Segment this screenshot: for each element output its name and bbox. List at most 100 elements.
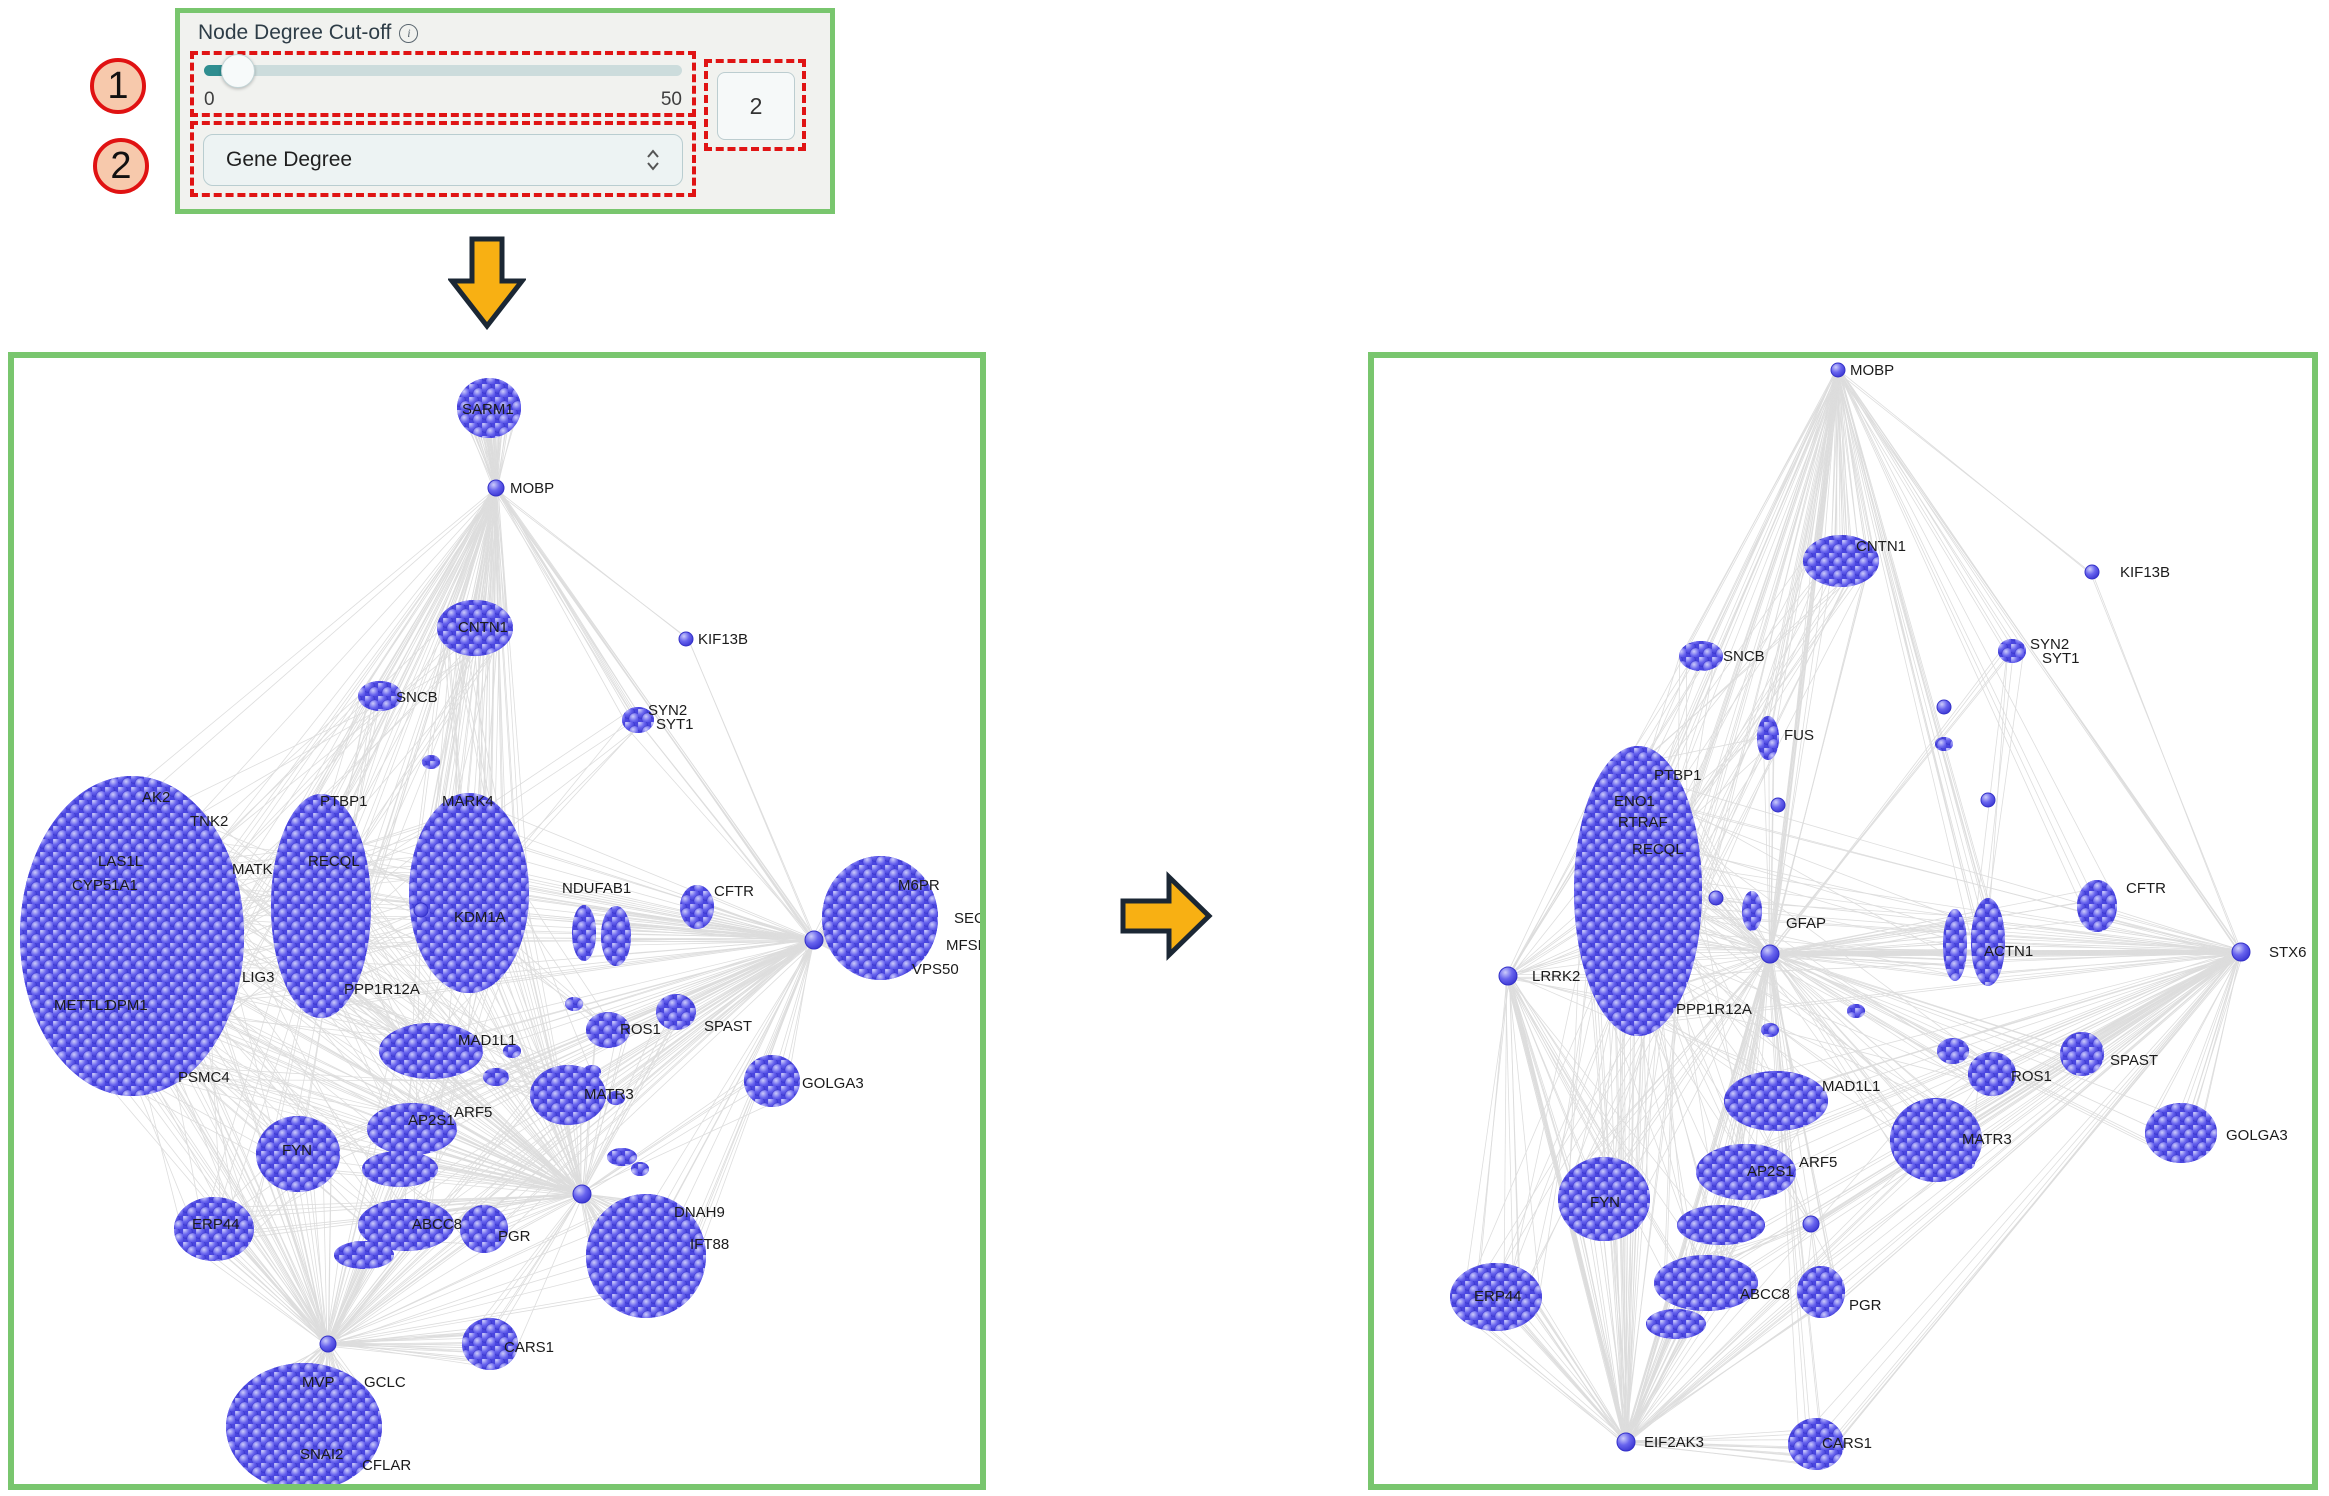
graph-node-cftrR[interactable] xyxy=(2077,880,2117,932)
graph-node-spastR[interactable] xyxy=(2060,1032,2104,1076)
graph-node-d7[interactable] xyxy=(607,1148,637,1166)
graph-node-matr3[interactable] xyxy=(530,1065,606,1125)
graph-node-gfaphub[interactable] xyxy=(1760,944,1780,964)
svg-text:CNTN1: CNTN1 xyxy=(1856,538,1906,555)
graph-node-stx6[interactable] xyxy=(2231,942,2251,962)
graph-node-abcc8R[interactable] xyxy=(1654,1255,1758,1311)
graph-node-d4[interactable] xyxy=(503,1044,521,1058)
svg-text:ABCC8: ABCC8 xyxy=(1740,1286,1790,1303)
graph-node-cars1R[interactable] xyxy=(1788,1418,1844,1470)
graph-node-smallR1[interactable] xyxy=(1937,1038,1969,1064)
svg-text:SARM1: SARM1 xyxy=(462,401,514,418)
graph-node-ndufab1b[interactable] xyxy=(601,906,631,966)
network-panel-before-filter: SARM1 MOBP CNTN1 SNCB SYN2 SYT1 KIF13B AK2 TNK2 L… xyxy=(8,352,986,1490)
graph-node-kif13bR[interactable] xyxy=(2084,564,2100,580)
graph-node-ndufab1a[interactable] xyxy=(572,905,596,961)
svg-text:GFAP: GFAP xyxy=(1786,915,1826,932)
graph-node-hub808[interactable] xyxy=(804,930,824,950)
graph-node-dp7[interactable] xyxy=(1708,890,1724,906)
info-icon[interactable]: i xyxy=(399,23,419,43)
svg-text:PTBP1: PTBP1 xyxy=(1654,767,1702,784)
graph-node-abcc8b[interactable] xyxy=(334,1241,394,1269)
graph-node-d8[interactable] xyxy=(631,1162,649,1176)
graph-node-hubmidR[interactable] xyxy=(1802,1215,1820,1233)
graph-node-sncb[interactable] xyxy=(358,681,402,711)
panel-title-row: Node Degree Cut-off i xyxy=(198,21,419,45)
svg-text:SPAST: SPAST xyxy=(704,1018,752,1035)
graph-node-fusR[interactable] xyxy=(1757,716,1779,760)
graph-node-ptbp1L[interactable] xyxy=(271,794,371,1018)
graph-node-erp44[interactable] xyxy=(174,1197,254,1261)
graph-node-d1[interactable] xyxy=(422,755,440,769)
graph-node-ap2s1L[interactable] xyxy=(367,1103,457,1155)
graph-node-sarm1[interactable] xyxy=(457,378,521,438)
graph-node-lrrk2[interactable] xyxy=(1498,966,1518,986)
graph-node-d6[interactable] xyxy=(607,1091,625,1105)
graph-node-smallR2[interactable] xyxy=(1646,1309,1706,1339)
degree-slider-handle[interactable] xyxy=(221,54,256,88)
graph-node-cntn1R[interactable] xyxy=(1803,535,1879,587)
degree-value-input[interactable]: 2 xyxy=(717,72,795,140)
graph-node-d3[interactable] xyxy=(483,1068,509,1086)
graph-node-hub576[interactable] xyxy=(572,1184,592,1204)
svg-text:CYP51A1: CYP51A1 xyxy=(72,877,138,894)
graph-node-cars1[interactable] xyxy=(462,1318,518,1370)
graph-node-dp6[interactable] xyxy=(1957,1156,1975,1170)
graph-node-erp44R[interactable] xyxy=(1450,1263,1542,1331)
graph-node-d2[interactable] xyxy=(413,902,429,918)
graph-node-sncbR[interactable] xyxy=(1679,641,1723,671)
graph-node-dp5[interactable] xyxy=(1761,1023,1779,1037)
graph-node-ros1[interactable] xyxy=(586,1012,630,1048)
graph-node-midclusterL[interactable] xyxy=(362,1151,438,1187)
graph-node-dp4[interactable] xyxy=(1847,1004,1865,1018)
graph-node-fyn[interactable] xyxy=(256,1116,340,1192)
graph-node-mobpR[interactable] xyxy=(1830,362,1846,378)
graph-node-abcc8[interactable] xyxy=(358,1199,454,1251)
graph-node-ptbp1R[interactable] xyxy=(1574,746,1702,1036)
graph-node-bigleft[interactable] xyxy=(20,776,244,1096)
graph-node-dp1[interactable] xyxy=(1936,699,1952,715)
graph-node-actn1a[interactable] xyxy=(1943,909,1967,981)
graph-node-syn2R[interactable] xyxy=(1998,639,2026,663)
degree-type-select[interactable]: Gene Degree xyxy=(203,134,683,186)
degree-slider-track[interactable] xyxy=(204,54,682,88)
graph-node-spast[interactable] xyxy=(656,994,696,1030)
graph-node-pgrR[interactable] xyxy=(1797,1266,1845,1318)
graph-node-ros1R[interactable] xyxy=(1968,1052,2016,1096)
svg-text:CARS1: CARS1 xyxy=(1822,1435,1872,1452)
step-badge-2: 2 xyxy=(93,138,149,194)
graph-node-golga3R[interactable] xyxy=(2145,1103,2217,1163)
graph-node-cntn1[interactable] xyxy=(437,600,513,656)
graph-node-mvp[interactable] xyxy=(226,1363,382,1484)
graph-node-fynR[interactable] xyxy=(1558,1157,1650,1241)
graph-node-hub322[interactable] xyxy=(319,1335,337,1353)
graph-node-gfap3[interactable] xyxy=(1742,891,1762,931)
svg-text:ABCC8: ABCC8 xyxy=(412,1216,462,1233)
graph-node-d9[interactable] xyxy=(565,997,583,1011)
graph-node-actn1b[interactable] xyxy=(1971,898,2005,986)
graph-node-d5[interactable] xyxy=(583,1065,601,1079)
graph-node-pgr[interactable] xyxy=(460,1205,508,1253)
graph-node-mad1l1R[interactable] xyxy=(1724,1071,1828,1131)
graph-node-dp2[interactable] xyxy=(1935,737,1953,751)
graph-node-dp3[interactable] xyxy=(1980,792,1996,808)
graph-node-golga3[interactable] xyxy=(744,1055,800,1107)
graph-node-m6pr[interactable] xyxy=(822,856,938,980)
svg-text:MOBP: MOBP xyxy=(510,480,554,497)
graph-node-ap2s1R[interactable] xyxy=(1696,1144,1796,1200)
graph-node-cftr[interactable] xyxy=(680,885,714,929)
graph-node-kif13b[interactable] xyxy=(678,631,694,647)
graph-node-syn2syt1[interactable] xyxy=(622,707,654,733)
graph-node-mark4[interactable] xyxy=(409,793,529,993)
graph-node-mobp[interactable] xyxy=(487,479,505,497)
graph-node-mad1l1[interactable] xyxy=(379,1023,483,1079)
graph-node-dp8[interactable] xyxy=(1770,797,1786,813)
slider-min-label: 0 xyxy=(204,89,215,110)
graph-node-dnah9[interactable] xyxy=(586,1194,706,1318)
degree-type-selected-value: Gene Degree xyxy=(226,148,353,171)
graph-node-eif2ak3[interactable] xyxy=(1616,1432,1636,1452)
graph-node-unnamedR[interactable] xyxy=(1677,1205,1765,1245)
